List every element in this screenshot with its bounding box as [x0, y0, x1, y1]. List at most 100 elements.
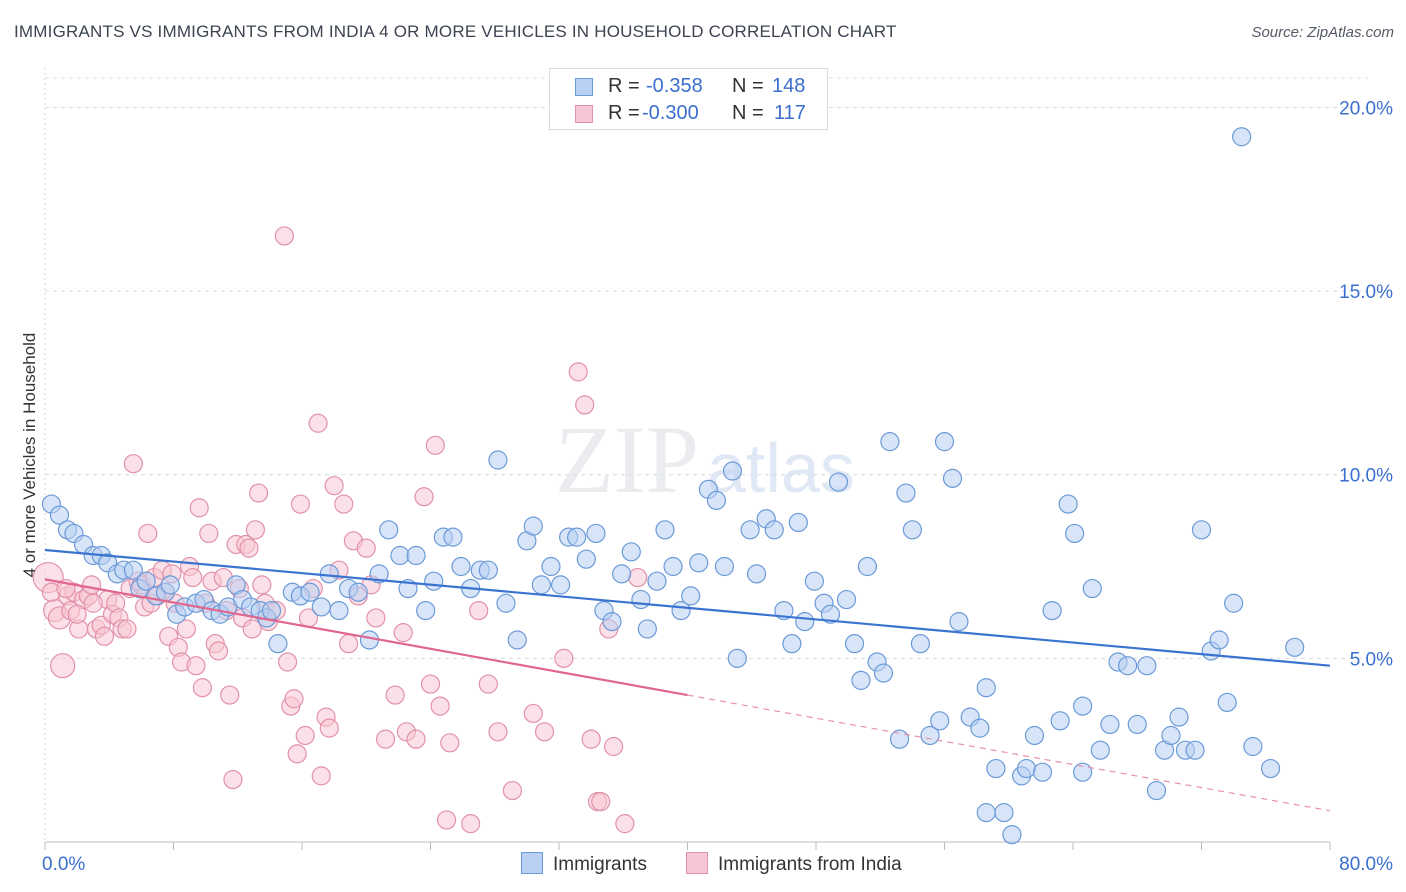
immigrant-point [631, 589, 651, 610]
india-point [478, 674, 498, 694]
immigrant-point [416, 600, 436, 621]
immigrant-point [531, 575, 551, 595]
india-point [123, 454, 143, 474]
immigrant-point [740, 520, 760, 540]
immigrant-point [930, 711, 950, 731]
india-swatch [575, 105, 593, 123]
y-axis-title: 4 or more Vehicles in Household [20, 332, 39, 578]
immigrant-point [976, 803, 996, 823]
immigrant-point [329, 600, 349, 621]
immigrant-point [300, 582, 320, 602]
immigrant-point [49, 505, 70, 525]
india-point [290, 494, 310, 514]
immigrant-point [764, 520, 784, 540]
immigrant-point [311, 597, 331, 617]
immigrant-point [160, 575, 180, 595]
legend-immigrants[interactable]: Immigrants [521, 852, 647, 876]
immigrant-point [655, 520, 675, 540]
immigrant-point [1146, 780, 1167, 801]
india-point [308, 413, 328, 433]
immigrant-point [369, 564, 389, 584]
immigrant-point [880, 432, 900, 452]
india-point [189, 498, 209, 518]
x-tick-label: 80.0% [1339, 854, 1393, 875]
immigrant-point [379, 520, 399, 540]
immigrant-point [994, 803, 1014, 823]
india-point [223, 769, 243, 790]
immigrant-point [406, 545, 426, 566]
stats-legend: R = -0.358 N = 148 R = -0.300 N = 117 [549, 68, 828, 130]
immigrant-point [722, 461, 743, 481]
immigrant-point [727, 648, 747, 668]
immigrant-point [1191, 520, 1212, 540]
india-point [319, 718, 339, 738]
immigrants-legend-swatch [521, 852, 543, 874]
india-point [138, 523, 158, 544]
immigrant-point [1260, 758, 1281, 779]
immigrant-point [873, 663, 894, 683]
trend-lines [44, 548, 1331, 812]
immigrant-point [424, 571, 444, 591]
india-point [604, 736, 624, 757]
india-point [287, 744, 307, 764]
immigrant-point [1032, 762, 1053, 782]
india-point [284, 689, 304, 709]
immigrant-point [523, 516, 543, 536]
immigrant-point [1065, 523, 1085, 544]
immigrant-point [934, 432, 955, 452]
immigrant-point [746, 564, 767, 584]
source-label: Source: ZipAtlas.com [1251, 24, 1394, 41]
india-point [440, 733, 460, 753]
immigrant-point [1090, 740, 1110, 760]
india-point [628, 567, 648, 588]
india-point [83, 593, 103, 613]
n-label: N = [732, 75, 764, 97]
immigrant-point [949, 612, 969, 632]
immigrant-point [902, 520, 922, 540]
india-point [324, 476, 344, 496]
axes [44, 841, 1331, 850]
india-point [436, 810, 457, 830]
india-trend-line [44, 578, 688, 697]
immigrant-point [443, 527, 463, 547]
india-point [461, 814, 481, 834]
india-point [295, 725, 315, 746]
india-point [393, 623, 413, 643]
legend-immigrants-label: Immigrants [553, 854, 647, 875]
india-point [615, 814, 635, 834]
grid-lines [44, 68, 1368, 842]
immigrant-point [1169, 707, 1189, 727]
india-point [249, 483, 269, 503]
legend-india[interactable]: Immigrants from India [686, 852, 902, 876]
immigrant-point [1016, 758, 1037, 779]
immigrant-point [268, 634, 288, 654]
india-point [242, 619, 262, 639]
immigrant-point [1082, 578, 1102, 599]
india-legend-swatch [686, 852, 708, 874]
india-point [239, 538, 259, 558]
chart-title: IMMIGRANTS VS IMMIGRANTS FROM INDIA 4 OR… [14, 22, 897, 41]
immigrant-point [586, 523, 606, 544]
immigrant-point [804, 571, 824, 591]
n-label: N = [732, 102, 764, 124]
india-point [385, 685, 405, 705]
immigrant-point [348, 582, 368, 602]
india-point [534, 722, 555, 742]
india-point [502, 780, 523, 801]
immigrant-point [1285, 637, 1305, 657]
immigrant-point [602, 612, 622, 632]
india-point [208, 641, 229, 661]
stats-row-india: R = -0.300 N = 117 [550, 100, 829, 128]
immigrant-point [820, 604, 841, 624]
india-point [311, 766, 331, 786]
india-point [277, 652, 298, 672]
india-point [406, 729, 426, 749]
immigrant-point [136, 571, 156, 591]
india-point [199, 523, 219, 544]
immigrant-points [41, 127, 1305, 845]
immigrant-point [621, 542, 641, 562]
india-point [420, 674, 441, 694]
immigrant-point [1118, 656, 1138, 676]
india-point [425, 435, 445, 455]
x-tick-label: 0.0% [42, 854, 85, 875]
